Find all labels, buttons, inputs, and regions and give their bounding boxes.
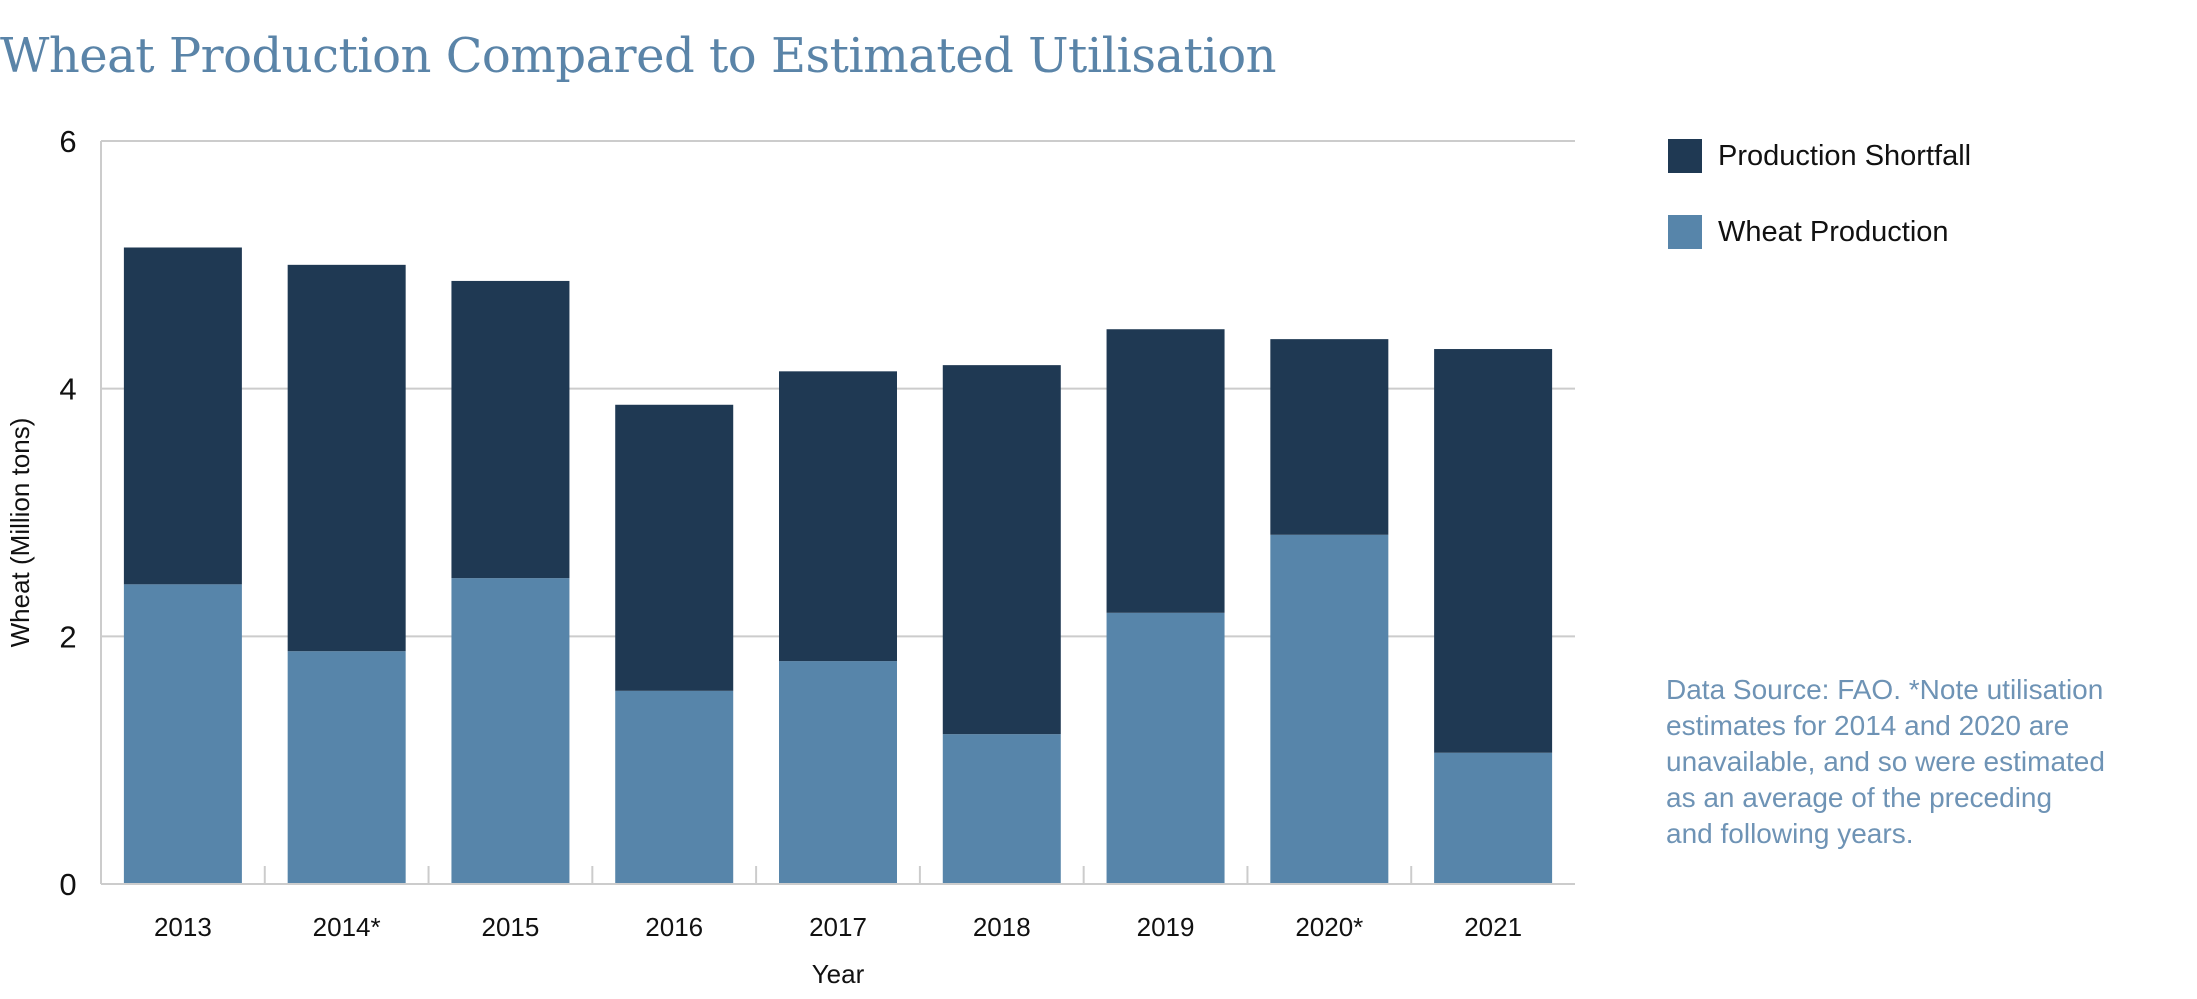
x-tick-label: 2021 <box>1464 912 1522 942</box>
x-axis-title: Year <box>812 959 865 989</box>
y-tick-label: 2 <box>59 619 76 654</box>
axis-labels: 0 2 4 6 2013 2014* 2015 2016 2017 2018 2019 2020* 20… <box>5 124 1522 989</box>
legend-item-production[interactable]: Wheat Production <box>1668 214 1971 250</box>
bar-production-shortfall[interactable] <box>615 404 734 691</box>
bar-production-shortfall[interactable] <box>123 247 242 585</box>
x-tick-label: 2015 <box>482 912 540 942</box>
bar-wheat-production[interactable] <box>1106 612 1225 884</box>
x-tick-label: 2017 <box>809 912 867 942</box>
legend: Production Shortfall Wheat Production <box>1668 138 1971 290</box>
x-tick-label: 2016 <box>645 912 703 942</box>
bar-wheat-production[interactable] <box>615 690 734 884</box>
x-tick-label: 2019 <box>1137 912 1195 942</box>
legend-label-shortfall: Production Shortfall <box>1718 139 1972 172</box>
y-tick-label: 4 <box>59 372 76 407</box>
bar-wheat-production[interactable] <box>1270 534 1389 884</box>
legend-swatch-shortfall <box>1668 139 1702 173</box>
y-axis-title: Wheat (Million tons) <box>5 418 35 648</box>
bar-wheat-production[interactable] <box>1434 752 1553 884</box>
data-source-note: Data Source: FAO. *Note utilisation esti… <box>1666 674 2105 849</box>
bar-production-shortfall[interactable] <box>451 280 570 579</box>
axes <box>100 141 1575 885</box>
legend-swatch-production <box>1668 215 1702 249</box>
chart-title: Wheat Production Compared to Estimated U… <box>0 28 1277 84</box>
y-tick-label: 0 <box>59 867 76 902</box>
bar-wheat-production[interactable] <box>123 584 242 884</box>
bar-wheat-production[interactable] <box>451 578 570 884</box>
bar-production-shortfall[interactable] <box>1106 329 1225 613</box>
bars <box>123 247 1553 884</box>
x-tick-label: 2018 <box>973 912 1031 942</box>
x-tick-label: 2013 <box>154 912 212 942</box>
bar-production-shortfall[interactable] <box>779 371 897 662</box>
bar-wheat-production[interactable] <box>287 651 406 884</box>
legend-item-shortfall[interactable]: Production Shortfall <box>1668 138 1971 174</box>
bar-wheat-production[interactable] <box>942 734 1061 884</box>
y-tick-label: 6 <box>59 124 76 159</box>
x-tick-label: 2014* <box>313 912 381 942</box>
bar-production-shortfall[interactable] <box>287 264 406 652</box>
bar-production-shortfall[interactable] <box>1270 339 1389 535</box>
x-tick-label: 2020* <box>1295 912 1363 942</box>
bar-production-shortfall[interactable] <box>942 365 1061 735</box>
bar-wheat-production[interactable] <box>779 661 897 884</box>
legend-label-production: Wheat Production <box>1718 215 1949 248</box>
bar-production-shortfall[interactable] <box>1434 349 1553 753</box>
